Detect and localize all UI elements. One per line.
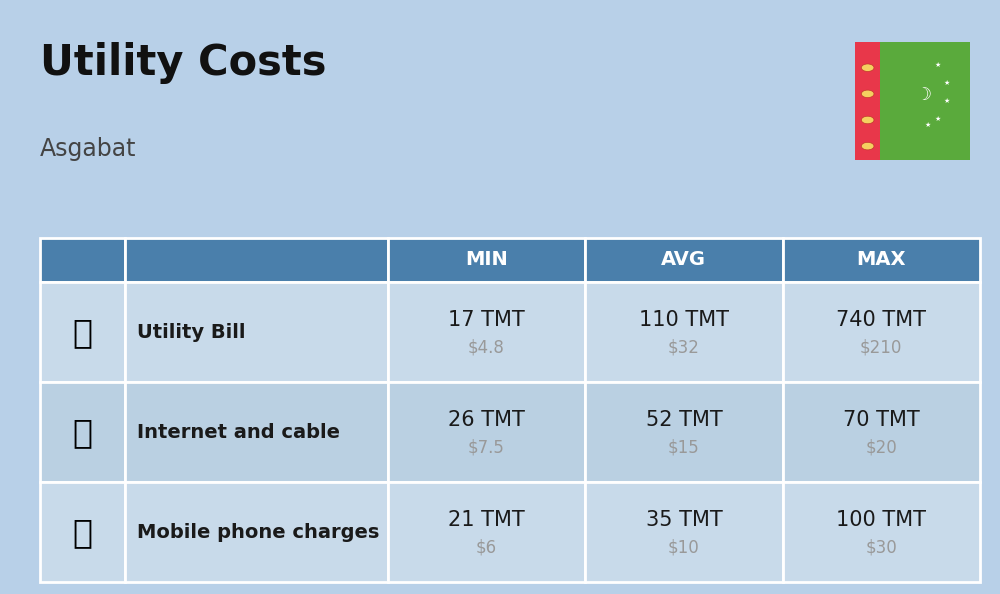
Bar [388, 383, 585, 482]
Text: MIN: MIN [465, 251, 508, 270]
Text: 📡: 📡 [72, 416, 92, 448]
Text: Internet and cable: Internet and cable [137, 423, 340, 442]
Text: Utility Bill: Utility Bill [137, 323, 245, 342]
Bar [855, 42, 880, 160]
Text: $4.8: $4.8 [468, 339, 505, 356]
Text: ★: ★ [924, 122, 931, 128]
Bar [783, 282, 980, 383]
Text: ★: ★ [935, 62, 941, 68]
Text: 100 TMT: 100 TMT [836, 510, 926, 530]
Bar [388, 238, 585, 282]
Text: 17 TMT: 17 TMT [448, 310, 525, 330]
Text: $32: $32 [668, 339, 700, 356]
Text: $30: $30 [865, 538, 897, 556]
Text: 🔌: 🔌 [72, 316, 92, 349]
Bar [388, 482, 585, 582]
Bar [585, 238, 783, 282]
Bar [40, 383, 125, 482]
Bar [585, 383, 783, 482]
Text: 52 TMT: 52 TMT [646, 410, 722, 430]
Text: 110 TMT: 110 TMT [639, 310, 729, 330]
Text: 21 TMT: 21 TMT [448, 510, 525, 530]
Text: MAX: MAX [857, 251, 906, 270]
Text: 70 TMT: 70 TMT [843, 410, 920, 430]
Bar [125, 238, 388, 282]
Text: Asgabat: Asgabat [40, 137, 136, 160]
Bar [783, 383, 980, 482]
Circle shape [861, 143, 874, 150]
Text: 35 TMT: 35 TMT [646, 510, 722, 530]
Text: $20: $20 [865, 438, 897, 456]
Bar [125, 282, 388, 383]
Circle shape [861, 116, 874, 124]
Text: $210: $210 [860, 339, 902, 356]
Text: ★: ★ [935, 116, 941, 122]
Bar [585, 482, 783, 582]
Text: 26 TMT: 26 TMT [448, 410, 525, 430]
Text: Utility Costs: Utility Costs [40, 42, 326, 84]
Text: 📱: 📱 [72, 516, 92, 549]
Bar [783, 238, 980, 282]
Text: $6: $6 [476, 538, 497, 556]
Bar [125, 482, 388, 582]
Text: 740 TMT: 740 TMT [836, 310, 926, 330]
Text: ☽: ☽ [916, 86, 932, 104]
Text: ★: ★ [944, 98, 950, 104]
Bar [40, 482, 125, 582]
Text: ★: ★ [944, 80, 950, 86]
Bar [388, 282, 585, 383]
Text: $7.5: $7.5 [468, 438, 505, 456]
Bar [40, 238, 125, 282]
Bar [585, 282, 783, 383]
Circle shape [861, 90, 874, 97]
Text: AVG: AVG [661, 251, 706, 270]
Text: $15: $15 [668, 438, 700, 456]
Bar [783, 482, 980, 582]
Text: Mobile phone charges: Mobile phone charges [137, 523, 379, 542]
Bar [125, 383, 388, 482]
Circle shape [861, 64, 874, 71]
Bar [40, 282, 125, 383]
Bar [855, 42, 970, 160]
Text: $10: $10 [668, 538, 700, 556]
